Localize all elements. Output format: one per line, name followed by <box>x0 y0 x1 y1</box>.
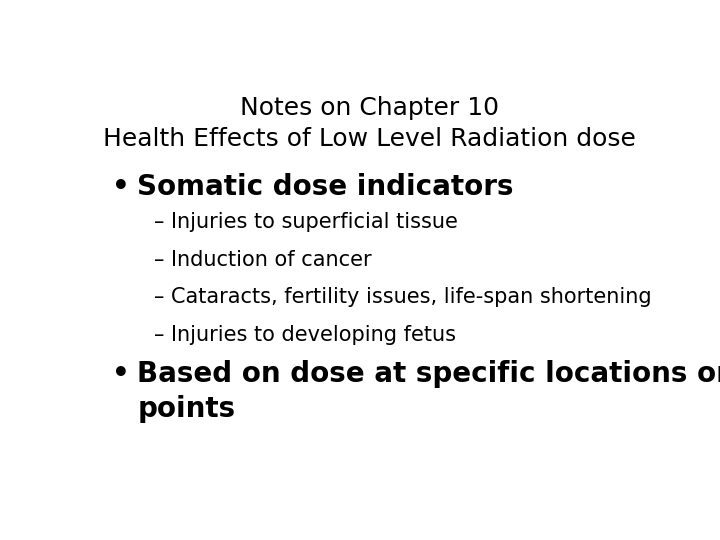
Text: – Injuries to superficial tissue: – Injuries to superficial tissue <box>154 212 458 232</box>
Text: •: • <box>112 360 130 388</box>
Text: – Cataracts, fertility issues, life-span shortening: – Cataracts, fertility issues, life-span… <box>154 287 652 307</box>
Text: Notes on Chapter 10
Health Effects of Low Level Radiation dose: Notes on Chapter 10 Health Effects of Lo… <box>102 96 636 151</box>
Text: Based on dose at specific locations or
points: Based on dose at specific locations or p… <box>138 360 720 423</box>
Text: Somatic dose indicators: Somatic dose indicators <box>138 173 514 201</box>
Text: – Induction of cancer: – Induction of cancer <box>154 250 372 270</box>
Text: •: • <box>112 173 130 201</box>
Text: – Injuries to developing fetus: – Injuries to developing fetus <box>154 325 456 345</box>
